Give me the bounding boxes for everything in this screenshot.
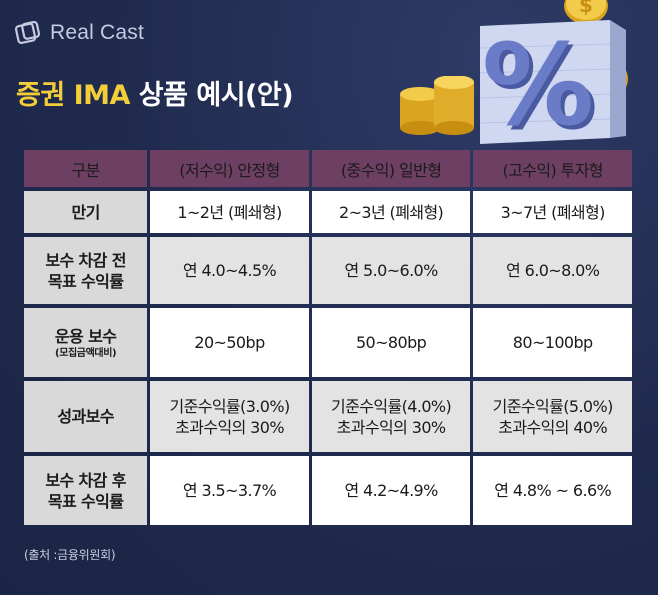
ima-product-table: 구분 (저수익) 안정형 (중수익) 일반형 (고수익) 투자형 만기 1~2년… bbox=[21, 146, 635, 529]
table-cell: 80~100bp bbox=[473, 308, 632, 377]
header-category: 구분 bbox=[24, 150, 148, 187]
svg-text:%: % bbox=[482, 21, 594, 146]
table-cell: 기준수익률(4.0%) 초과수익의 30% bbox=[311, 381, 471, 452]
table-cell: 50~80bp bbox=[311, 308, 471, 377]
table-cell: 3~7년 (폐쇄형) bbox=[473, 191, 632, 233]
brand-name: Real Cast bbox=[50, 21, 145, 44]
table-cell: 연 5.0~6.0% bbox=[311, 237, 471, 304]
logo-mark-icon bbox=[14, 20, 41, 45]
table-row: 보수 차감 후 목표 수익률 연 3.5~3.7% 연 4.2~4.9% 연 4… bbox=[24, 456, 632, 525]
table-cell: 연 4.2~4.9% bbox=[311, 456, 471, 525]
coin-icon: $ bbox=[564, 0, 608, 24]
row-label-text: 운용 보수 bbox=[54, 326, 117, 346]
page-title: 증권 IMA 상품 예시(안) bbox=[16, 80, 294, 112]
table-cell: 연 3.5~3.7% bbox=[150, 456, 309, 525]
table-row: 성과보수 기준수익률(3.0%) 초과수익의 30% 기준수익률(4.0%) 초… bbox=[24, 381, 632, 452]
row-label-target-before-fee: 보수 차감 전 목표 수익률 bbox=[24, 237, 148, 304]
table-cell: 1~2년 (폐쇄형) bbox=[150, 191, 309, 233]
brand-logo: Real Cast bbox=[14, 18, 144, 48]
table-cell: 2~3년 (폐쇄형) bbox=[311, 191, 471, 233]
svg-text:%: % bbox=[486, 25, 598, 146]
source-note: (출처 :금융위원회) bbox=[24, 548, 116, 562]
table-cell: 연 4.8% ~ 6.6% bbox=[473, 456, 632, 525]
title-rest: 상품 예시(안) bbox=[129, 80, 294, 111]
table-cell: 연 4.0~4.5% bbox=[150, 237, 309, 304]
row-label-maturity: 만기 bbox=[24, 191, 148, 233]
coin-stack-icon bbox=[400, 76, 474, 135]
table-cell: 기준수익률(5.0%) 초과수익의 40% bbox=[473, 381, 632, 452]
row-label-performance-fee: 성과보수 bbox=[24, 381, 148, 452]
table-header-row: 구분 (저수익) 안정형 (중수익) 일반형 (고수익) 투자형 bbox=[24, 150, 632, 187]
percent-sign-icon: % % bbox=[479, 20, 626, 146]
row-label-subtext: (모집금액대비) bbox=[55, 347, 117, 359]
table-cell: 20~50bp bbox=[150, 308, 309, 377]
row-label-target-after-fee: 보수 차감 후 목표 수익률 bbox=[24, 456, 148, 525]
table-row: 만기 1~2년 (폐쇄형) 2~3년 (폐쇄형) 3~7년 (폐쇄형) bbox=[24, 191, 632, 233]
header-investment: (고수익) 투자형 bbox=[473, 150, 632, 187]
header-general: (중수익) 일반형 bbox=[311, 150, 471, 187]
header-stable: (저수익) 안정형 bbox=[150, 150, 309, 187]
table-cell: 연 6.0~8.0% bbox=[473, 237, 632, 304]
svg-text:$: $ bbox=[579, 0, 593, 17]
table-cell: 기준수익률(3.0%) 초과수익의 30% bbox=[150, 381, 309, 452]
row-label-management-fee: 운용 보수 (모집금액대비) bbox=[24, 308, 148, 377]
title-highlight: 증권 IMA bbox=[16, 80, 130, 111]
table-row: 보수 차감 전 목표 수익률 연 4.0~4.5% 연 5.0~6.0% 연 6… bbox=[24, 237, 632, 304]
table-row: 운용 보수 (모집금액대비) 20~50bp 50~80bp 80~100bp bbox=[24, 308, 632, 377]
